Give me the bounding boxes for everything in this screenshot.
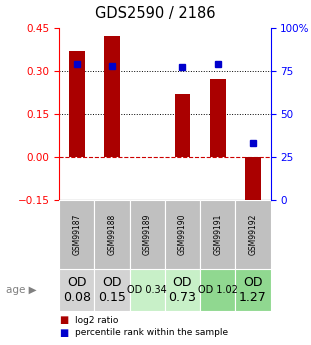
Bar	[235, 200, 271, 269]
Text: GSM99190: GSM99190	[178, 214, 187, 255]
Text: OD
0.15: OD 0.15	[98, 276, 126, 304]
Text: OD
1.27: OD 1.27	[239, 276, 267, 304]
Bar	[130, 269, 165, 310]
Text: GDS2590 / 2186: GDS2590 / 2186	[95, 6, 216, 21]
Text: GSM99192: GSM99192	[248, 214, 258, 255]
Text: GSM99191: GSM99191	[213, 214, 222, 255]
Text: log2 ratio: log2 ratio	[75, 316, 118, 325]
Text: GSM99187: GSM99187	[72, 214, 81, 255]
Bar	[94, 269, 130, 310]
Text: GSM99189: GSM99189	[143, 214, 152, 255]
Text: OD 0.34: OD 0.34	[127, 285, 167, 295]
Bar	[59, 269, 94, 310]
Bar	[130, 200, 165, 269]
Text: OD
0.73: OD 0.73	[169, 276, 196, 304]
Text: percentile rank within the sample: percentile rank within the sample	[75, 328, 228, 337]
Bar	[235, 269, 271, 310]
Bar	[94, 200, 130, 269]
Text: OD 1.02: OD 1.02	[198, 285, 238, 295]
Bar	[200, 269, 235, 310]
Bar	[165, 269, 200, 310]
Bar	[174, 94, 190, 157]
Bar	[165, 200, 200, 269]
Text: OD
0.08: OD 0.08	[63, 276, 91, 304]
Bar	[59, 200, 94, 269]
Text: GSM99188: GSM99188	[108, 214, 116, 255]
Bar	[200, 200, 235, 269]
Text: ■: ■	[59, 328, 68, 338]
Text: age ▶: age ▶	[6, 285, 37, 295]
Bar	[245, 157, 261, 215]
Bar	[210, 79, 225, 157]
Text: ■: ■	[59, 315, 68, 325]
Bar	[104, 36, 120, 157]
Bar	[69, 51, 85, 157]
